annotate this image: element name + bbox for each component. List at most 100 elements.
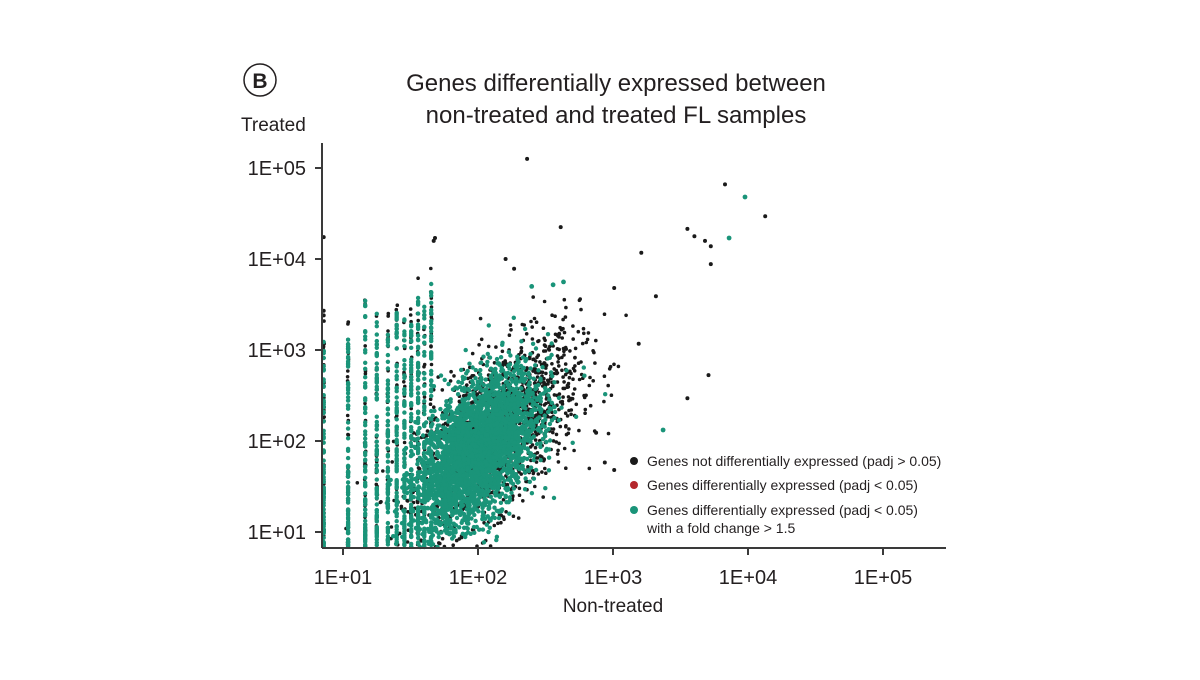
point-de-fc	[402, 541, 407, 546]
point-not-de	[346, 369, 350, 373]
point-not-de	[587, 466, 592, 471]
point-not-de	[555, 452, 560, 456]
point-not-de	[535, 456, 540, 460]
point-de-fc	[415, 508, 421, 513]
point-de-fc	[345, 337, 351, 342]
point-de-fc	[385, 428, 391, 433]
point-de-fc	[507, 498, 513, 503]
point-de-fc	[374, 350, 379, 356]
point-not-de	[567, 375, 572, 380]
point-de-fc	[411, 487, 417, 492]
point-de-fc	[528, 366, 533, 371]
point-de-fc	[440, 430, 445, 435]
point-not-de	[706, 373, 711, 378]
point-not-de	[544, 471, 548, 476]
point-not-de	[580, 341, 585, 346]
point-de-fc	[422, 349, 427, 355]
point-de-fc	[363, 410, 368, 416]
point-not-de	[576, 361, 581, 366]
point-de-fc	[416, 515, 422, 520]
point-de-fc	[394, 485, 399, 491]
point-de-fc	[374, 487, 379, 492]
point-not-de	[653, 294, 658, 299]
point-de-fc	[477, 384, 482, 389]
point-de-fc	[402, 375, 407, 381]
point-de-fc	[523, 476, 528, 481]
point-de-fc	[374, 540, 379, 545]
point-de-fc	[374, 512, 379, 518]
point-not-de	[550, 362, 554, 366]
point-de-fc	[511, 461, 516, 466]
point-de-fc	[433, 520, 438, 525]
point-de-fc	[409, 427, 414, 433]
point-de-fc	[345, 464, 351, 469]
point-de-fc	[423, 455, 428, 461]
point-not-de	[542, 403, 547, 407]
point-de-fc	[363, 458, 368, 463]
point-not-de	[345, 375, 350, 379]
point-de-fc	[548, 370, 554, 375]
point-not-de	[572, 387, 577, 391]
point-de-fc	[401, 508, 406, 513]
point-de-fc	[402, 526, 407, 531]
point-not-de	[562, 349, 566, 354]
point-de-fc	[429, 387, 434, 392]
point-de-fc	[345, 496, 351, 501]
point-not-de	[585, 337, 590, 342]
point-de-fc	[427, 416, 433, 421]
point-de-fc	[528, 439, 533, 444]
point-not-de	[551, 427, 556, 431]
point-de-fc	[506, 349, 511, 355]
point-de-fc	[450, 536, 455, 541]
point-de-fc	[478, 360, 484, 365]
point-de-fc	[363, 302, 368, 308]
point-not-de	[542, 376, 546, 381]
point-de-fc	[543, 417, 548, 422]
point-de-fc	[407, 479, 412, 485]
point-de-fc	[409, 393, 414, 398]
point-de-fc	[550, 373, 555, 379]
point-de-fc	[430, 542, 436, 547]
point-de-fc	[363, 334, 368, 339]
point-de-fc	[345, 512, 351, 518]
point-not-de	[533, 367, 538, 372]
point-de-fc	[399, 521, 405, 526]
point-not-de	[346, 320, 351, 325]
point-de-fc	[456, 379, 461, 385]
point-de-fc	[385, 520, 391, 526]
point-not-de	[542, 299, 547, 304]
point-de-fc	[425, 460, 430, 465]
y-axis-label: Treated	[241, 115, 306, 136]
point-not-de	[582, 331, 586, 336]
point-de-fc	[394, 448, 399, 454]
point-de-fc	[363, 443, 368, 448]
point-de-fc	[543, 448, 549, 453]
point-not-de	[363, 401, 367, 406]
point-de-fc	[374, 508, 379, 513]
point-de-fc	[415, 360, 421, 366]
point-de-fc	[536, 368, 541, 373]
point-de-fc	[552, 415, 557, 421]
point-not-de	[581, 326, 586, 331]
point-de-fc	[374, 311, 379, 316]
point-not-de	[557, 364, 561, 368]
point-de-fc	[345, 398, 351, 403]
point-not-de	[521, 499, 525, 503]
point-de-fc	[363, 507, 368, 513]
point-de-fc	[431, 384, 437, 389]
point-de-fc	[415, 338, 421, 343]
point-de-fc	[498, 399, 503, 404]
point-de-fc	[385, 423, 391, 428]
point-de-fc	[484, 522, 489, 527]
point-not-de	[548, 344, 552, 349]
point-de-fc	[422, 340, 427, 345]
point-not-de	[556, 448, 560, 453]
point-de-fc	[417, 425, 422, 431]
point-de-fc	[402, 344, 407, 349]
point-de-fc	[345, 436, 351, 441]
point-de-fc	[415, 521, 421, 527]
point-de-fc	[409, 384, 414, 389]
point-not-de	[569, 371, 573, 376]
point-de-fc	[345, 455, 351, 461]
point-de-fc	[402, 451, 407, 456]
